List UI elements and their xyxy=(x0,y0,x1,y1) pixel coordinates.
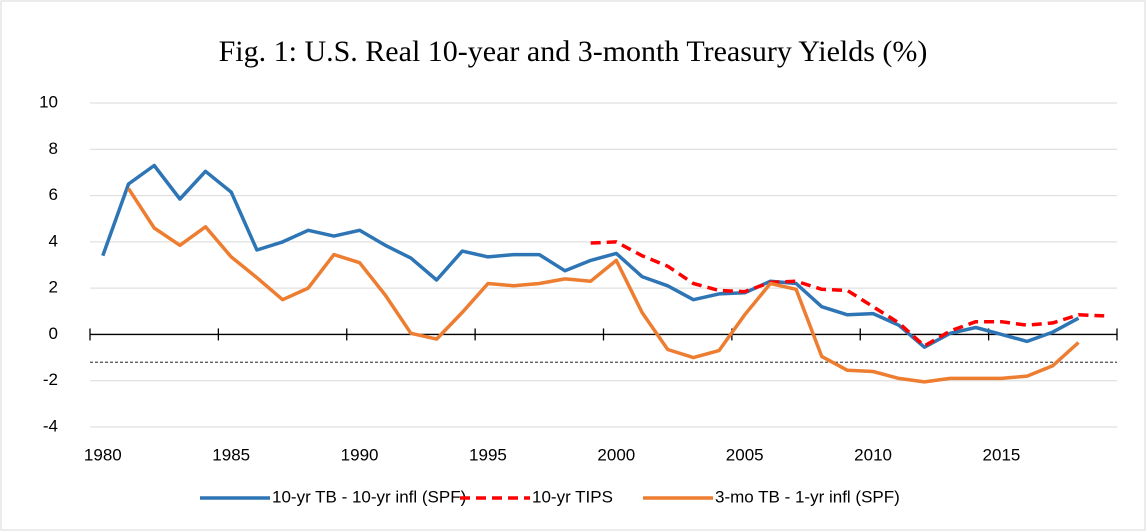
x-tick-label: 2015 xyxy=(983,445,1021,464)
x-tick-label: 2005 xyxy=(726,445,764,464)
chart-title: Fig. 1: U.S. Real 10-year and 3-month Tr… xyxy=(219,35,928,68)
x-tick-label: 2000 xyxy=(597,445,635,464)
x-tick-label: 1995 xyxy=(469,445,507,464)
y-tick-label: 8 xyxy=(49,139,58,158)
x-tick-label: 1990 xyxy=(341,445,379,464)
y-tick-label: -2 xyxy=(43,370,58,389)
x-tick-label: 2010 xyxy=(854,445,892,464)
data-line xyxy=(127,187,1080,384)
legend-label: 10-yr TB - 10-yr infl (SPF) xyxy=(272,487,466,506)
y-tick-label: 0 xyxy=(49,324,58,343)
y-tick-label: 6 xyxy=(49,185,58,204)
y-tick-label: 4 xyxy=(49,231,58,250)
data-line xyxy=(590,240,1105,348)
x-tick-label: 1980 xyxy=(84,445,122,464)
legend-label: 10-yr TIPS xyxy=(532,487,613,506)
x-tick-label: 1985 xyxy=(212,445,250,464)
legend-label: 3-mo TB - 1-yr infl (SPF) xyxy=(715,487,900,506)
y-tick-label: -4 xyxy=(43,416,58,435)
y-tick-label: 10 xyxy=(39,92,58,111)
y-tick-label: 2 xyxy=(49,278,58,297)
